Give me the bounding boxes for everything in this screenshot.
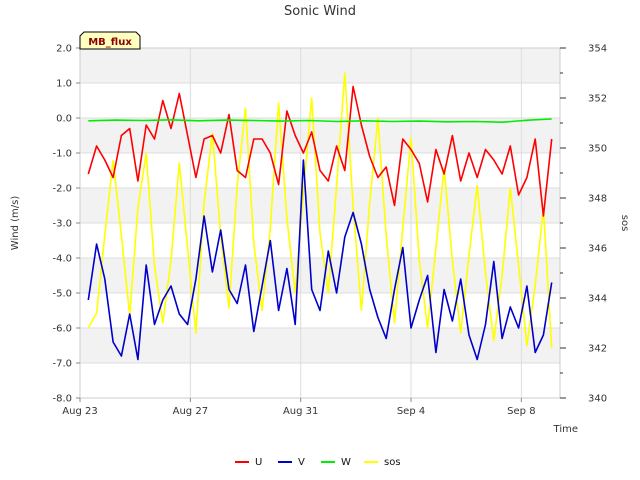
plot-band <box>80 48 560 83</box>
y-tick-label: -6.0 <box>52 324 72 335</box>
y2-tick-label: 342 <box>588 344 607 355</box>
x-tick-label: Sep 8 <box>507 406 535 417</box>
legend-label-sos: sos <box>384 457 401 468</box>
y-tick-label: -3.0 <box>52 219 72 230</box>
plot-band <box>80 118 560 153</box>
series-line-u <box>87 85 553 217</box>
y-tick-label: 2.0 <box>56 44 72 55</box>
x-axis: Aug 23 Aug 27 Aug 31 Sep 4 Sep 8 <box>62 398 536 417</box>
plot-band <box>80 328 560 363</box>
y2-axis-title: sos <box>619 215 630 232</box>
chart-title: Sonic Wind <box>284 4 356 19</box>
series-layer <box>87 72 553 361</box>
series-line-v <box>87 159 553 361</box>
site-label: MB_flux <box>88 37 132 48</box>
x-axis-title: Time <box>553 424 578 435</box>
y2-tick-label: 350 <box>588 144 607 155</box>
y2-tick-label: 344 <box>588 294 607 305</box>
plot-band <box>80 188 560 223</box>
series-line-w <box>88 118 552 123</box>
right-axis: 354 352 350 348 346 344 342 340 <box>560 44 607 405</box>
y2-tick-label: 352 <box>588 94 607 105</box>
y2-tick-label: 340 <box>588 394 607 405</box>
series-line-sos <box>87 72 553 349</box>
y2-tick-label: 354 <box>588 44 607 55</box>
y-tick-label: -8.0 <box>52 394 72 405</box>
site-label-box: MB_flux <box>79 31 141 50</box>
y-axis-title: Wind (m/s) <box>10 196 21 251</box>
y-tick-label: -4.0 <box>52 254 72 265</box>
plot-band <box>80 258 560 293</box>
y2-tick-label: 348 <box>588 194 607 205</box>
legend-label-u: U <box>255 457 262 468</box>
x-tick-label: Aug 23 <box>62 406 97 417</box>
y-tick-label: -5.0 <box>52 289 72 300</box>
x-tick-label: Aug 31 <box>283 406 318 417</box>
y-tick-label: -7.0 <box>52 359 72 370</box>
y-tick-label: -1.0 <box>52 149 72 160</box>
plot-bands <box>80 48 560 363</box>
site-label-shape <box>79 31 141 50</box>
y-tick-label: 0.0 <box>56 114 72 125</box>
y-tick-label: -2.0 <box>52 184 72 195</box>
legend-label-v: V <box>298 457 305 468</box>
left-axis: 2.0 1.0 0.0 -1.0 -2.0 -3.0 -4.0 -5.0 -6.0 -7.0 -8.… <box>52 44 80 405</box>
y2-tick-label: 346 <box>588 244 607 255</box>
x-tick-label: Sep 4 <box>397 406 425 417</box>
legend-label-w: W <box>341 457 351 468</box>
x-tick-label: Aug 27 <box>173 406 208 417</box>
y-tick-label: 1.0 <box>56 79 72 90</box>
